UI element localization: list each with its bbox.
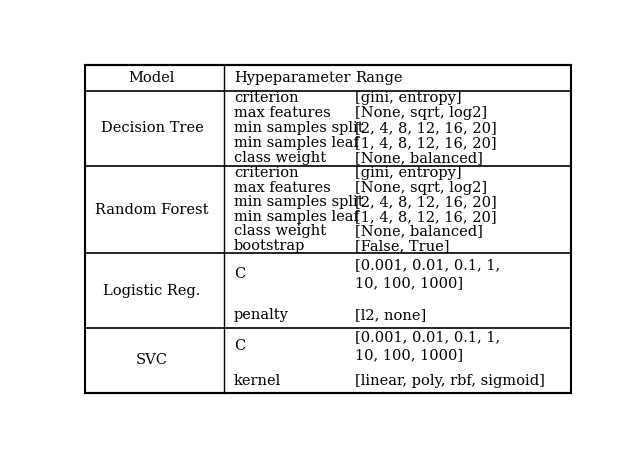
Text: [0.001, 0.01, 0.1, 1,
10, 100, 1000]: [0.001, 0.01, 0.1, 1, 10, 100, 1000] bbox=[355, 258, 500, 290]
Text: [gini, entropy]: [gini, entropy] bbox=[355, 92, 462, 106]
Text: min samples split: min samples split bbox=[234, 121, 364, 135]
Text: penalty: penalty bbox=[234, 308, 289, 322]
Text: Decision Tree: Decision Tree bbox=[100, 121, 204, 135]
Text: [None, balanced]: [None, balanced] bbox=[355, 151, 483, 165]
Text: kernel: kernel bbox=[234, 374, 281, 388]
Text: [None, sqrt, log2]: [None, sqrt, log2] bbox=[355, 106, 488, 120]
Text: Range: Range bbox=[355, 71, 403, 85]
Text: [None, balanced]: [None, balanced] bbox=[355, 224, 483, 238]
Text: C: C bbox=[234, 267, 245, 281]
Text: criterion: criterion bbox=[234, 166, 298, 180]
Text: max features: max features bbox=[234, 106, 330, 120]
Text: [1, 4, 8, 12, 16, 20]: [1, 4, 8, 12, 16, 20] bbox=[355, 136, 497, 150]
Text: bootstrap: bootstrap bbox=[234, 239, 305, 253]
Text: Model: Model bbox=[129, 71, 175, 85]
Text: min samples leaf: min samples leaf bbox=[234, 136, 358, 150]
Text: [1, 4, 8, 12, 16, 20]: [1, 4, 8, 12, 16, 20] bbox=[355, 210, 497, 224]
Text: [0.001, 0.01, 0.1, 1,
10, 100, 1000]: [0.001, 0.01, 0.1, 1, 10, 100, 1000] bbox=[355, 330, 500, 362]
Text: C: C bbox=[234, 339, 245, 353]
Text: class weight: class weight bbox=[234, 151, 326, 165]
Text: [None, sqrt, log2]: [None, sqrt, log2] bbox=[355, 181, 488, 195]
Text: [2, 4, 8, 12, 16, 20]: [2, 4, 8, 12, 16, 20] bbox=[355, 121, 497, 135]
Text: SVC: SVC bbox=[136, 353, 168, 367]
Text: [l2, none]: [l2, none] bbox=[355, 308, 426, 322]
Text: Hypeparameter: Hypeparameter bbox=[234, 71, 350, 85]
Text: [False, True]: [False, True] bbox=[355, 239, 450, 253]
Text: min samples leaf: min samples leaf bbox=[234, 210, 358, 224]
Text: class weight: class weight bbox=[234, 224, 326, 238]
Text: criterion: criterion bbox=[234, 92, 298, 106]
Text: min samples split: min samples split bbox=[234, 195, 364, 209]
Text: [gini, entropy]: [gini, entropy] bbox=[355, 166, 462, 180]
Text: [linear, poly, rbf, sigmoid]: [linear, poly, rbf, sigmoid] bbox=[355, 374, 545, 388]
Text: [2, 4, 8, 12, 16, 20]: [2, 4, 8, 12, 16, 20] bbox=[355, 195, 497, 209]
Text: Logistic Reg.: Logistic Reg. bbox=[103, 284, 200, 298]
Text: Random Forest: Random Forest bbox=[95, 202, 209, 217]
Text: max features: max features bbox=[234, 181, 330, 195]
